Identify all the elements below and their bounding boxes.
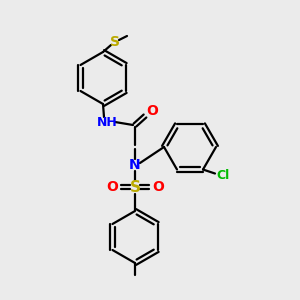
Text: O: O: [152, 180, 164, 194]
Text: Cl: Cl: [216, 169, 230, 182]
Text: O: O: [146, 104, 158, 118]
Text: S: S: [110, 35, 120, 49]
Text: O: O: [106, 180, 118, 194]
Text: NH: NH: [97, 116, 117, 128]
Text: N: N: [129, 158, 141, 172]
Text: S: S: [130, 179, 140, 194]
